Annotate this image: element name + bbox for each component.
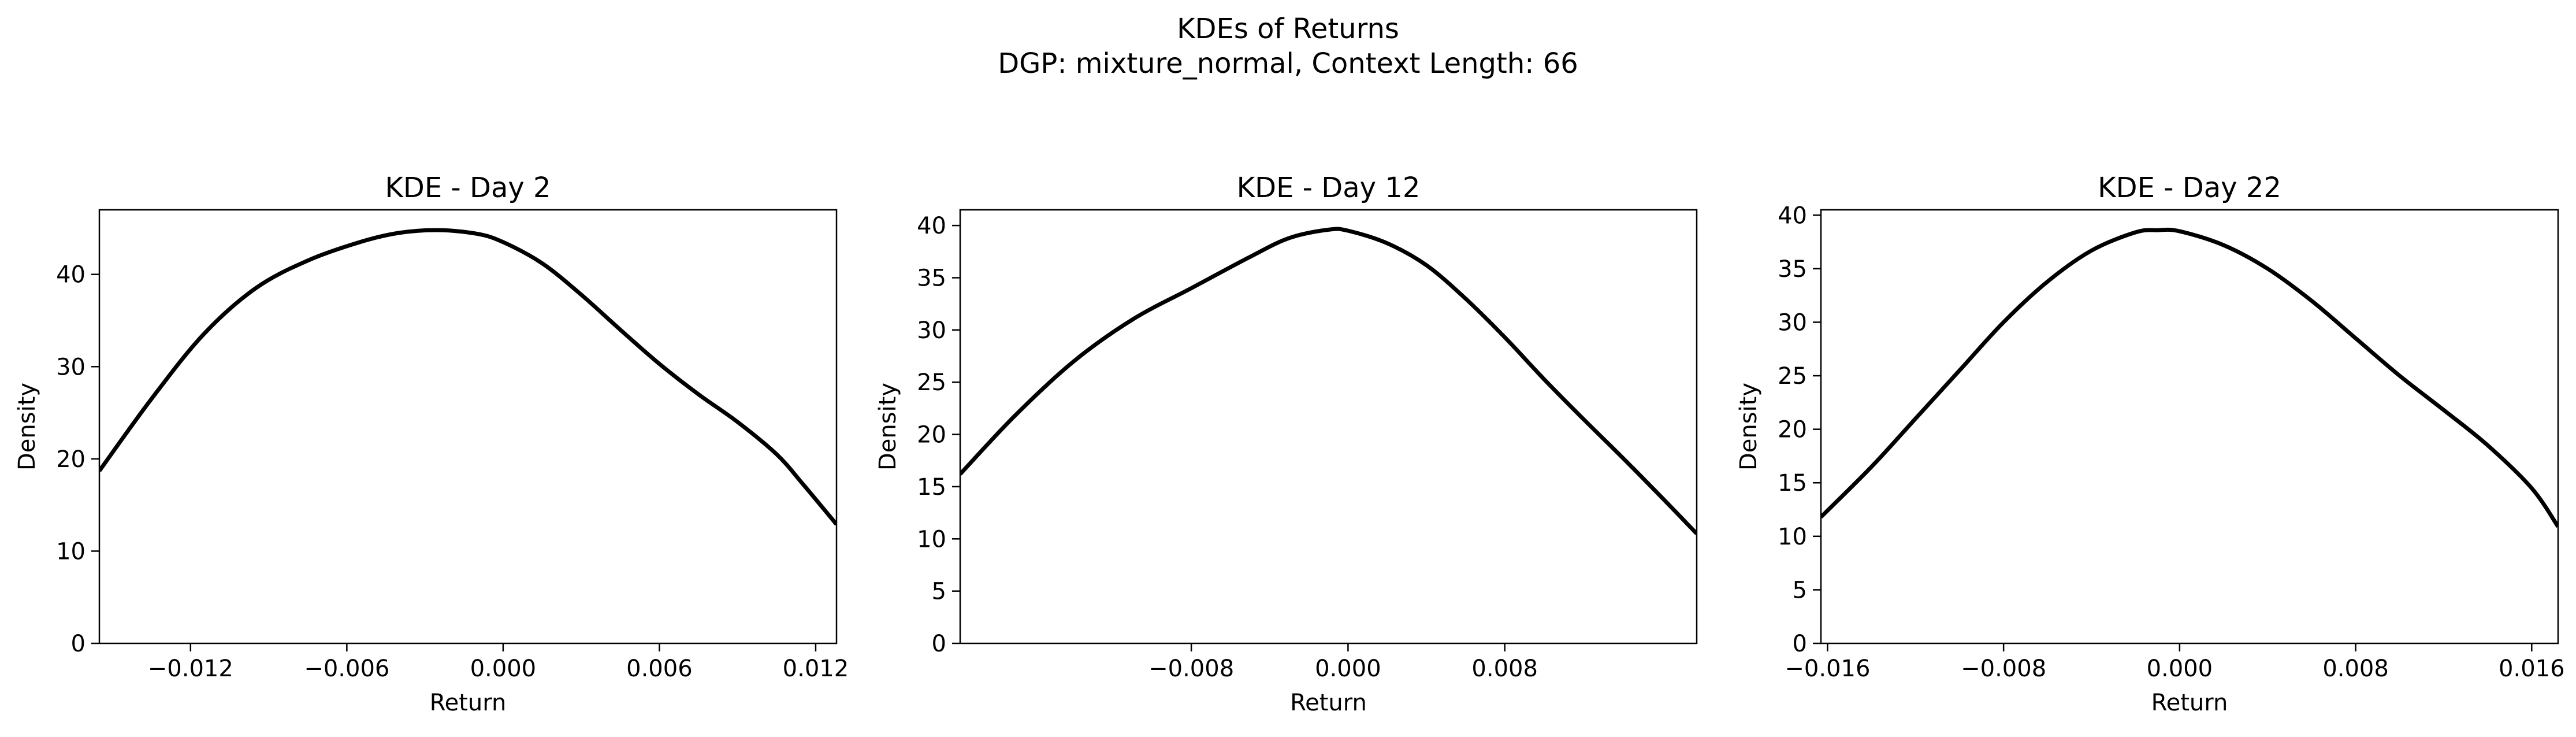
x-tick-label: −0.006 xyxy=(304,655,389,682)
x-tick-label: 0.012 xyxy=(783,655,849,682)
y-tick-label: 10 xyxy=(56,538,86,565)
y-tick-label: 20 xyxy=(917,422,946,449)
kde-line-day-3-series-1 xyxy=(1821,227,2558,528)
subplot-title-3: KDE - Day 22 xyxy=(2098,172,2281,204)
y-tick-label: 40 xyxy=(917,213,946,239)
y-tick-label: 30 xyxy=(917,317,946,344)
y-tick-label: 40 xyxy=(1778,202,1807,229)
x-tick-label: 0.008 xyxy=(1471,655,1538,682)
kde-line-day-1-series-1 xyxy=(99,228,837,526)
y-tick-label: 10 xyxy=(917,526,946,553)
y-tick-label: 5 xyxy=(932,579,946,605)
axes-frame-3 xyxy=(1820,209,2559,645)
y-tick-label: 10 xyxy=(1778,524,1807,550)
kde-line-day-2-series-1 xyxy=(960,227,1697,535)
x-tick-label: −0.008 xyxy=(1148,655,1234,682)
y-tick-label: 30 xyxy=(1778,309,1807,336)
y-tick-label: 40 xyxy=(56,262,86,288)
figure-title-line-1: KDEs of Returns xyxy=(1177,13,1399,45)
y-tick-label: 35 xyxy=(917,265,946,291)
subplot-title-1: KDE - Day 2 xyxy=(385,172,551,204)
x-axis-label-1: Return xyxy=(430,690,507,716)
figure-title: KDEs of Returns DGP: mixture_normal, Con… xyxy=(0,12,2576,81)
y-tick-label: 20 xyxy=(56,446,86,473)
y-tick-label: 0 xyxy=(71,631,86,657)
subplot-2: −0.008 0.000 0.008 0 5 10 15 20 25 30 35 40 KDE - Da… xyxy=(875,172,1698,716)
x-tick-label: 0.016 xyxy=(2499,655,2565,682)
x-tick-label: −0.012 xyxy=(148,655,233,682)
y-tick-label: 0 xyxy=(932,631,946,657)
y-tick-label: 30 xyxy=(56,354,86,380)
y-tick-label: 35 xyxy=(1778,256,1807,283)
y-tick-label: 20 xyxy=(1778,417,1807,443)
y-axis-label-1: Density xyxy=(14,383,40,471)
axes-frame-2 xyxy=(959,209,1698,645)
x-tick-label: 0.000 xyxy=(2147,655,2213,682)
axes-frame-1 xyxy=(98,209,838,645)
subplot-3: −0.016 −0.008 0.000 0.008 0.016 0 5 10 15 20 25 30 3… xyxy=(1735,172,2565,716)
x-tick-label: 0.000 xyxy=(470,655,537,682)
subplot-title-2: KDE - Day 12 xyxy=(1237,172,1421,204)
x-axis-label-2: Return xyxy=(1290,690,1367,716)
subplot-1: −0.012 −0.006 0.000 0.006 0.012 0 10 20 30 40 KDE … xyxy=(14,172,849,716)
x-tick-label: 0.000 xyxy=(1315,655,1381,682)
y-tick-label: 0 xyxy=(1793,631,1807,657)
figure-title-line-2: DGP: mixture_normal, Context Length: 66 xyxy=(998,47,1578,80)
x-axis-label-3: Return xyxy=(2151,690,2228,716)
y-tick-label: 15 xyxy=(917,474,946,501)
y-tick-label: 25 xyxy=(1778,363,1807,390)
y-tick-label: 15 xyxy=(1778,470,1807,497)
x-tick-label: 0.008 xyxy=(2322,655,2389,682)
x-tick-label: −0.008 xyxy=(1961,655,2046,682)
y-axis-label-3: Density xyxy=(1735,383,1762,471)
y-tick-label: 5 xyxy=(1793,577,1807,603)
y-axis-label-2: Density xyxy=(875,383,901,471)
x-tick-label: −0.016 xyxy=(1785,655,1870,682)
x-tick-label: 0.006 xyxy=(626,655,693,682)
y-tick-label: 25 xyxy=(917,369,946,396)
